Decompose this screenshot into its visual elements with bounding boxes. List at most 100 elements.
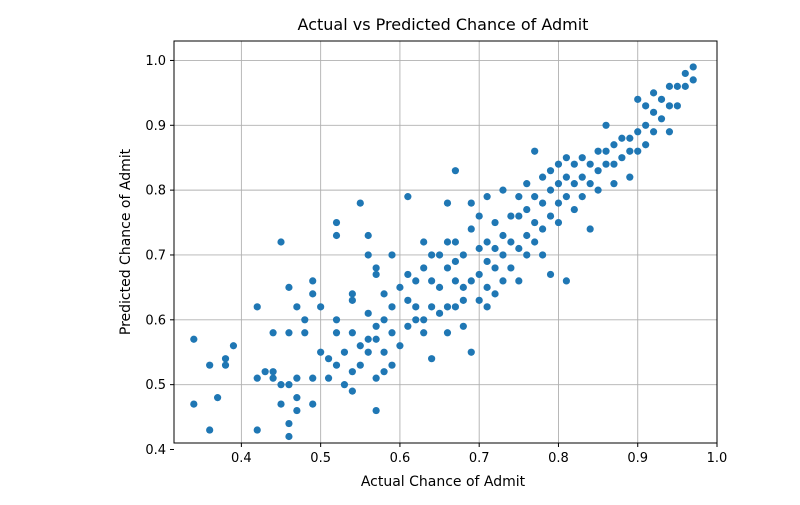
scatter-point: [428, 303, 436, 311]
scatter-point: [293, 394, 301, 402]
scatter-point: [546, 270, 555, 279]
scatter-point: [428, 277, 436, 285]
scatter-point: [491, 264, 499, 272]
scatter-point: [332, 231, 341, 240]
grid: [174, 41, 718, 443]
scatter-point: [618, 134, 626, 142]
scatter-point: [483, 238, 491, 246]
scatter-point: [475, 270, 483, 279]
scatter-point: [253, 303, 261, 311]
scatter-point: [610, 180, 618, 188]
scatter-point: [554, 199, 563, 207]
scatter-point: [253, 374, 261, 382]
scatter-point: [523, 205, 531, 214]
scatter-point: [261, 368, 269, 376]
scatter-point: [499, 186, 507, 194]
scatter-point: [364, 231, 372, 240]
scatter-point: [523, 231, 531, 240]
x-axis-label: Actual Chance of Admit: [361, 474, 526, 490]
scatter-point: [546, 186, 555, 194]
scatter-point: [277, 238, 285, 246]
scatter-point: [483, 303, 491, 311]
scatter-point: [324, 374, 333, 382]
y-tick-label: 0.9: [145, 119, 166, 134]
y-tick-label: 0.6: [145, 313, 166, 328]
scatter-point: [435, 309, 444, 317]
scatter-point: [515, 193, 523, 201]
scatter-point: [602, 147, 610, 155]
scatter-point: [467, 348, 475, 356]
scatter-point: [301, 329, 309, 337]
scatter-point: [515, 244, 523, 253]
scatter-point: [285, 329, 293, 337]
scatter-point: [610, 160, 618, 168]
x-tick-label: 0.6: [390, 451, 411, 466]
scatter-point: [491, 290, 499, 298]
scatter-point: [451, 238, 460, 246]
scatter-point: [388, 251, 396, 259]
scatter-point: [665, 128, 674, 136]
scatter-point: [649, 128, 658, 136]
scatter-point: [649, 89, 658, 97]
scatter-point: [364, 335, 372, 343]
scatter-point: [618, 154, 626, 162]
scatter-point: [562, 173, 570, 181]
scatter-point: [190, 335, 198, 343]
scatter-point: [634, 95, 642, 103]
scatter-point: [673, 82, 681, 90]
scatter-point: [269, 329, 277, 337]
scatter-point: [348, 290, 356, 298]
scatter-point: [507, 264, 515, 272]
y-tick-label: 0.8: [145, 184, 166, 199]
scatter-point: [380, 348, 388, 356]
scatter-point: [554, 160, 563, 168]
scatter-point: [586, 160, 594, 168]
scatter-point: [586, 225, 594, 233]
scatter-point: [420, 316, 428, 324]
scatter-point: [649, 108, 658, 116]
scatter-point: [507, 212, 515, 220]
scatter-point: [348, 296, 356, 304]
scatter-point: [356, 199, 364, 207]
scatter-point: [372, 374, 380, 382]
x-tick-label: 0.9: [627, 451, 648, 466]
scatter-point: [443, 199, 452, 207]
scatter-point: [681, 69, 689, 78]
x-tick-label: 0.8: [548, 451, 569, 466]
scatter-point: [269, 374, 277, 382]
scatter-point: [324, 355, 333, 363]
scatter-point: [221, 361, 230, 369]
scatter-point: [657, 115, 666, 123]
scatter-point: [475, 212, 483, 220]
scatter-point: [491, 218, 499, 227]
scatter-point: [459, 322, 467, 330]
scatter-point: [539, 199, 547, 207]
scatter-point: [396, 342, 404, 350]
scatter-point: [689, 63, 697, 71]
scatter-point: [277, 400, 285, 408]
scatter-point: [277, 381, 285, 389]
scatter-point: [420, 238, 428, 246]
scatter-point: [412, 303, 420, 311]
plot-area-border: [173, 40, 718, 444]
x-tick-label: 0.5: [310, 451, 331, 466]
y-tick-label: 0.4: [145, 443, 166, 458]
scatter-point: [332, 329, 341, 337]
scatter-point: [554, 180, 563, 188]
scatter-point: [531, 238, 539, 246]
scatter-point: [293, 406, 301, 415]
scatter-point: [689, 76, 697, 84]
scatter-point: [546, 167, 555, 175]
x-tick-label: 0.7: [469, 451, 490, 466]
scatter-point: [451, 303, 460, 311]
x-tick-label: 1.0: [707, 451, 728, 466]
scatter-point: [404, 296, 412, 304]
scatter-point: [562, 154, 570, 162]
scatter-point: [309, 374, 317, 382]
scatter-point: [451, 167, 460, 175]
scatter-point: [626, 173, 634, 181]
scatter-point: [372, 322, 380, 330]
scatter-point: [372, 335, 380, 343]
chart-title: Actual vs Predicted Chance of Admit: [298, 15, 589, 34]
scatter-point: [348, 329, 356, 337]
